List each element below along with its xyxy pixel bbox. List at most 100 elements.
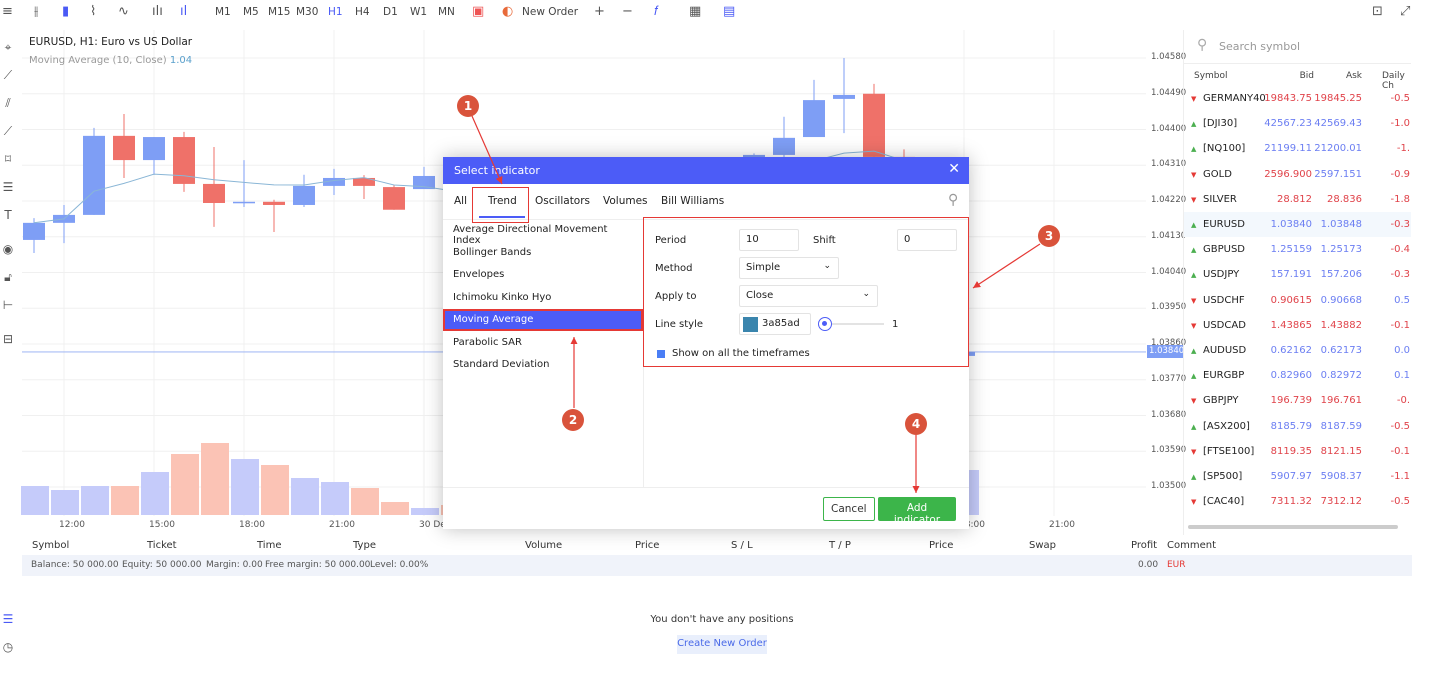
all-timeframes-checkbox[interactable]	[657, 350, 665, 358]
watchlist-row[interactable]: ▼ GERMANY40 19843.75 19845.25 -0.5	[1184, 86, 1411, 111]
object-tree-icon[interactable]: ⊢	[2, 298, 14, 312]
screenshot-icon[interactable]: ⊡	[1372, 4, 1383, 19]
method-select[interactable]: Simple ⌄	[739, 257, 839, 279]
fullscreen-icon[interactable]: ⤢	[1400, 4, 1411, 19]
watchlist-row[interactable]: ▼ GOLD 2596.900 2597.151 -0.9	[1184, 162, 1411, 187]
indicators-icon[interactable]: 𝑓	[654, 4, 659, 19]
watchlist-row[interactable]: ▼ USDCAD 1.43865 1.43882 -0.1	[1184, 313, 1411, 338]
cancel-button[interactable]: Cancel	[823, 497, 875, 521]
eye-icon[interactable]: ◉	[2, 242, 14, 256]
templates-icon[interactable]: ▤	[723, 4, 736, 19]
search-icon[interactable]: ⚲	[948, 192, 959, 208]
indicator-item[interactable]: Moving Average	[443, 309, 643, 331]
positions-col-header[interactable]: Swap	[1029, 540, 1057, 551]
watchlist-row[interactable]: ▲ EURGBP 0.82960 0.82972 0.1	[1184, 363, 1411, 388]
tab-bill-williams[interactable]: Bill Williams	[661, 195, 725, 207]
watchlist-scrollbar[interactable]	[1188, 525, 1398, 529]
tf-w1[interactable]: W1	[410, 6, 428, 18]
crosshair-icon[interactable]: ⌖	[4, 40, 12, 54]
tf-m1[interactable]: M1	[215, 6, 231, 18]
period-input[interactable]: 10	[739, 229, 799, 251]
symbol-search[interactable]: ⚲ Search symbol	[1184, 30, 1411, 64]
lock-icon[interactable]: 🔓︎	[4, 270, 12, 284]
indicator-item[interactable]: Parabolic SAR	[453, 336, 522, 348]
shift-input[interactable]: 0	[897, 229, 957, 251]
tf-m30[interactable]: M30	[296, 6, 319, 18]
positions-col-header[interactable]: Price	[635, 540, 660, 551]
watchlist-row[interactable]: ▲ USDJPY 157.191 157.206 -0.3	[1184, 262, 1411, 287]
positions-col-header[interactable]: Symbol	[32, 540, 70, 551]
tab-trend[interactable]: Trend	[488, 195, 517, 207]
trendline-icon[interactable]: ⟋	[3, 68, 13, 82]
tf-h4[interactable]: H4	[355, 6, 370, 18]
watchlist-row[interactable]: ▲ GBPUSD 1.25159 1.25173 -0.4	[1184, 237, 1411, 262]
tf-d1[interactable]: D1	[383, 6, 398, 18]
tab-volumes[interactable]: Volumes	[603, 195, 648, 207]
tf-mn[interactable]: MN	[438, 6, 455, 18]
indicator-item[interactable]: Bollinger Bands	[453, 246, 532, 258]
positions-col-header[interactable]: T / P	[829, 540, 851, 551]
candlestick-icon[interactable]: ▮	[62, 4, 70, 19]
watchlist-row[interactable]: ▼ SILVER 28.812 28.836 -1.8	[1184, 187, 1411, 212]
tf-h1[interactable]: H1	[328, 6, 343, 18]
apply-to-select[interactable]: Close ⌄	[739, 285, 878, 307]
channel-icon[interactable]: ⫽	[5, 96, 11, 110]
watchlist-row[interactable]: ▲ EURUSD 1.03840 1.03848 -0.3	[1184, 212, 1411, 237]
positions-col-header[interactable]: Ticket	[147, 540, 177, 551]
positions-col-header[interactable]: Type	[353, 540, 376, 551]
watchlist-row[interactable]: ▲ [DJI30] 42567.23 42569.43 -1.0	[1184, 111, 1411, 136]
watchlist-row[interactable]: ▲ AUDUSD 0.62162 0.62173 0.0	[1184, 338, 1411, 363]
add-indicator-button[interactable]: Add indicator	[878, 497, 956, 526]
col-symbol[interactable]: Symbol	[1194, 71, 1228, 81]
col-bid[interactable]: Bid	[1299, 71, 1314, 81]
color-picker[interactable]: 3a85ad	[739, 313, 811, 335]
shapes-icon[interactable]: ⌑	[4, 152, 12, 166]
fibonacci-icon[interactable]: ☰	[2, 180, 14, 194]
text-icon[interactable]: T	[4, 208, 12, 222]
positions-list-icon[interactable]: ☰	[2, 612, 14, 626]
tab-all[interactable]: All	[454, 195, 468, 207]
positions-col-header[interactable]: Price	[929, 540, 954, 551]
close-icon[interactable]: ✕	[948, 161, 960, 177]
zoom-out-button[interactable]: −	[622, 4, 633, 19]
area-chart-icon[interactable]: ⌇	[90, 4, 97, 19]
layers-icon[interactable]: ⊟	[2, 332, 14, 346]
indicator-legend[interactable]: Moving Average (10, Close) 1.04	[29, 55, 192, 66]
volume-icon[interactable]: ılı	[152, 4, 163, 19]
positions-col-header[interactable]: S / L	[731, 540, 753, 551]
slider-handle[interactable]	[818, 317, 832, 331]
indicator-item[interactable]: Ichimoku Kinko Hyo	[453, 291, 552, 303]
watchlist-row[interactable]: ▼ USDCHF 0.90615 0.90668 0.5	[1184, 288, 1411, 313]
menu-icon[interactable]: ≡	[2, 4, 13, 19]
tab-oscillators[interactable]: Oscillators	[535, 195, 591, 207]
positions-col-header[interactable]: Volume	[525, 540, 563, 551]
tick-volume-icon[interactable]: ıl	[180, 4, 188, 19]
zoom-in-button[interactable]: +	[594, 4, 605, 19]
col-ask[interactable]: Ask	[1345, 71, 1362, 81]
positions-col-header[interactable]: Profit	[1131, 540, 1158, 551]
line-chart-icon[interactable]: ∿	[118, 4, 129, 19]
watchlist-row[interactable]: ▼ [FTSE100] 8119.35 8121.15 -0.1	[1184, 439, 1411, 464]
watchlist-row[interactable]: ▼ [CAC40] 7311.32 7312.12 -0.5	[1184, 489, 1411, 514]
create-new-order-button[interactable]: Create New Order	[677, 635, 767, 654]
watchlist-row[interactable]: ▼ GBPJPY 196.739 196.761 -0.	[1184, 388, 1411, 413]
history-icon[interactable]: ◷	[2, 640, 14, 654]
calendar-icon[interactable]: ▦	[689, 4, 702, 19]
positions-col-header[interactable]: Comment	[1167, 540, 1216, 551]
indicator-item[interactable]: Average Directional Movement Index	[453, 224, 608, 246]
line-width-slider[interactable]	[828, 323, 884, 325]
new-order-button[interactable]: New Order	[522, 6, 579, 18]
col-daily-change[interactable]: Daily Ch	[1382, 71, 1405, 91]
positions-col-header[interactable]: Time	[257, 540, 282, 551]
new-order-icon[interactable]: ◐	[502, 4, 514, 19]
indicator-item[interactable]: Standard Deviation	[453, 359, 550, 370]
one-click-trading-icon[interactable]: ▣	[472, 4, 485, 19]
tf-m5[interactable]: M5	[243, 6, 259, 18]
watchlist-row[interactable]: ▲ [ASX200] 8185.79 8187.59 -0.5	[1184, 414, 1411, 439]
watchlist-row[interactable]: ▲ [NQ100] 21199.11 21200.01 -1.	[1184, 136, 1411, 161]
bar-chart-icon[interactable]: ⫲	[34, 4, 39, 19]
indicator-item[interactable]: Envelopes	[453, 269, 505, 280]
watchlist-row[interactable]: ▲ [SP500] 5907.97 5908.37 -1.1	[1184, 464, 1411, 489]
pitchfork-icon[interactable]: ⟋	[3, 124, 13, 138]
tf-m15[interactable]: M15	[268, 6, 291, 18]
